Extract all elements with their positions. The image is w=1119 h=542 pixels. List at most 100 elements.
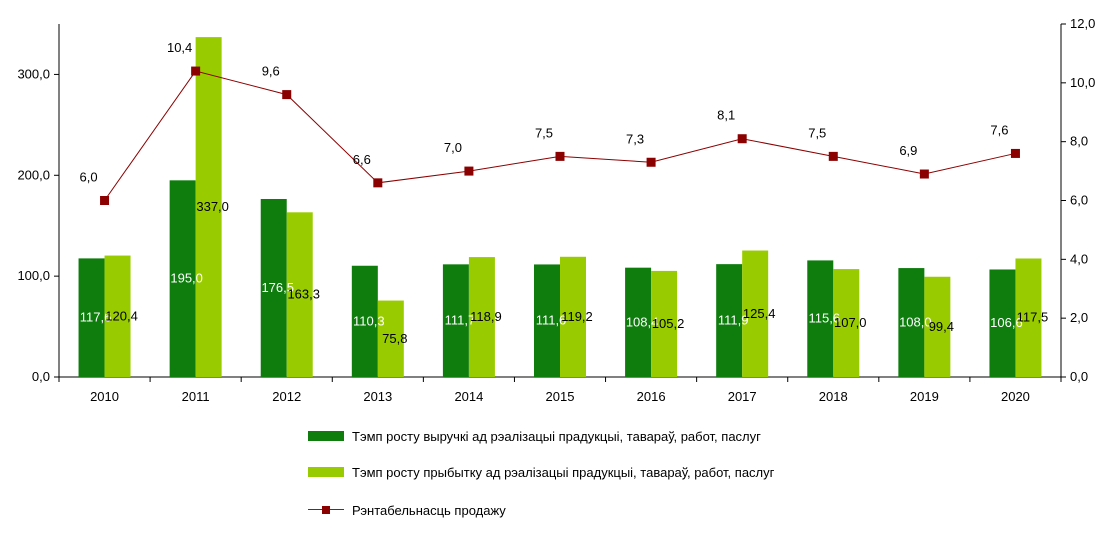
x-axis-tick-label: 2015: [546, 389, 575, 404]
x-axis-tick-label: 2013: [363, 389, 392, 404]
x-axis-tick-label: 2020: [1001, 389, 1030, 404]
data-label-profitability: 7,0: [444, 140, 462, 155]
line-profitability: [104, 70, 1016, 201]
right-axis-tick-label: 10,0: [1070, 75, 1095, 90]
bar-revenue-growth: [625, 267, 652, 377]
data-label-profitability: 8,1: [717, 108, 735, 123]
x-axis-tick-label: 2019: [910, 389, 939, 404]
bar-profit-growth: [833, 269, 860, 377]
point-profitability: [646, 157, 656, 167]
point-profitability: [737, 134, 747, 144]
bar-profit-growth: [195, 37, 222, 378]
data-label-profit-growth: 163,3: [287, 287, 320, 302]
bar-revenue-growth: [169, 180, 196, 377]
data-label-profit-growth: 99,4: [929, 319, 954, 334]
legend-item-profit-growth: Тэмп росту прыбытку ад рэалізацыі прадук…: [308, 464, 774, 480]
data-label-revenue-growth: 195,0: [170, 271, 203, 286]
x-axis-tick-label: 2017: [728, 389, 757, 404]
data-label-profit-growth: 105,2: [652, 316, 685, 331]
data-label-profitability: 6,0: [80, 170, 98, 185]
data-label-revenue-growth: 115,6: [808, 311, 840, 326]
bar-revenue-growth: [351, 265, 378, 377]
data-label-profit-growth: 125,4: [743, 306, 776, 321]
data-label-profit-growth: 337,0: [196, 199, 229, 214]
data-label-profit-growth: 118,9: [470, 309, 502, 324]
data-label-profit-growth: 120,4: [105, 308, 138, 323]
left-axis-tick-label: 300,0: [17, 66, 50, 81]
right-axis-tick-label: 4,0: [1070, 251, 1088, 266]
point-profitability: [555, 151, 565, 161]
data-label-profitability: 7,5: [535, 125, 553, 140]
legend-swatch-profit-growth: [308, 467, 344, 477]
data-label-revenue-growth: 176,5: [261, 280, 294, 295]
x-axis-tick-label: 2014: [454, 389, 483, 404]
right-axis-tick-label: 12,0: [1070, 16, 1095, 31]
x-axis-tick-label: 2018: [819, 389, 848, 404]
data-label-revenue-growth: 108,4: [626, 314, 659, 329]
bar-profit-growth: [924, 276, 951, 377]
data-label-profit-growth: 117,5: [1017, 310, 1049, 325]
bar-profit-growth: [286, 212, 313, 377]
bar-profit-growth: [377, 300, 404, 377]
bar-profit-growth: [104, 255, 131, 377]
point-profitability: [919, 169, 929, 179]
point-profitability: [191, 66, 201, 76]
legend-label-profit-growth: Тэмп росту прыбытку ад рэалізацыі прадук…: [352, 464, 775, 480]
legend-label-profitability: Рэнтабельнасць продажу: [352, 502, 506, 518]
data-label-revenue-growth: 110,3: [353, 313, 385, 328]
bar-revenue-growth: [534, 264, 560, 377]
bar-profit-growth: [560, 256, 586, 377]
data-label-profitability: 7,5: [808, 125, 826, 140]
right-axis-tick-label: 8,0: [1070, 134, 1088, 149]
point-profitability: [282, 90, 292, 100]
point-profitability: [1010, 148, 1020, 158]
point-profitability: [464, 166, 474, 176]
point-profitability: [373, 178, 383, 188]
x-axis-tick-label: 2012: [272, 389, 301, 404]
left-axis-tick-label: 200,0: [17, 167, 50, 182]
left-axis-tick-label: 0,0: [32, 369, 50, 384]
data-label-profitability: 9,6: [262, 64, 280, 79]
x-axis-tick-label: 2010: [90, 389, 119, 404]
right-axis-tick-label: 2,0: [1070, 310, 1088, 325]
x-axis-tick-label: 2016: [637, 389, 666, 404]
data-label-profitability: 7,6: [990, 122, 1008, 137]
bar-revenue-growth: [807, 260, 834, 377]
bar-revenue-growth: [78, 258, 105, 377]
data-label-profit-growth: 107,0: [834, 315, 867, 330]
bar-revenue-growth: [442, 264, 469, 377]
legend-label-revenue-growth: Тэмп росту выручкі ад рэалізацыі прадукц…: [352, 428, 761, 444]
bar-revenue-growth: [716, 264, 743, 377]
legend-line-profitability: [308, 505, 344, 515]
data-label-revenue-growth: 111,7: [445, 313, 476, 328]
right-axis-tick-label: 6,0: [1070, 193, 1088, 208]
data-label-profitability: 6,6: [353, 152, 371, 167]
data-label-revenue-growth: 106,6: [990, 315, 1023, 330]
bar-revenue-growth: [989, 269, 1016, 377]
data-label-profitability: 7,3: [626, 131, 644, 146]
bar-revenue-growth: [260, 198, 287, 377]
data-label-profitability: 10,4: [167, 40, 192, 55]
legend-item-revenue-growth: Тэмп росту выручкі ад рэалізацыі прадукц…: [308, 428, 761, 444]
x-axis-tick-label: 2011: [182, 389, 210, 404]
bar-revenue-growth: [898, 268, 925, 377]
legend-swatch-revenue-growth: [308, 431, 344, 441]
data-label-revenue-growth: 108,0: [899, 315, 932, 330]
right-axis-tick-label: 0,0: [1070, 369, 1088, 384]
data-label-profitability: 6,9: [899, 143, 917, 158]
data-label-profit-growth: 119,2: [561, 309, 593, 324]
bar-profit-growth: [1015, 258, 1042, 377]
data-label-profit-growth: 75,8: [382, 331, 407, 346]
data-label-revenue-growth: 117,6: [80, 310, 112, 325]
bar-profit-growth: [651, 270, 678, 377]
point-profitability: [100, 196, 110, 205]
bar-profit-growth: [742, 250, 769, 377]
data-label-revenue-growth: 111,9: [718, 313, 749, 328]
left-axis-tick-label: 100,0: [17, 268, 50, 283]
bar-profit-growth: [468, 257, 495, 377]
legend-item-profitability: Рэнтабельнасць продажу: [308, 502, 506, 518]
point-profitability: [828, 151, 838, 161]
data-label-revenue-growth: 111,6: [536, 313, 567, 328]
